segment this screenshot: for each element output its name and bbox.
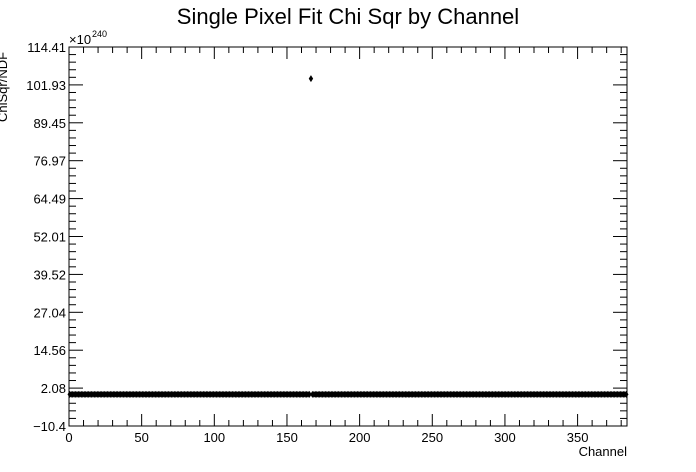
x-tick-label: 200 [349, 430, 371, 445]
x-tick-label: 250 [421, 430, 443, 445]
y-tick-label: 89.45 [33, 116, 66, 131]
y-tick-label: 27.04 [33, 305, 66, 320]
data-point-outlier [308, 75, 314, 83]
y-exponent-power: 240 [92, 29, 107, 39]
y-tick-label: −10.4 [33, 419, 66, 434]
x-tick-label: 300 [494, 430, 516, 445]
plot-frame [68, 46, 628, 427]
x-tick-label: 100 [203, 430, 225, 445]
y-axis-exponent: ×10 240 [69, 29, 107, 47]
x-axis-title: Channel [579, 444, 628, 459]
x-tick-label: 350 [567, 430, 589, 445]
chart-title: Single Pixel Fit Chi Sqr by Channel [177, 4, 519, 29]
axis-tick-labels: 0 50 100 150 200 250 300 350 −10.4 2.08 14.56 27.04… [26, 40, 588, 445]
y-tick-label: 64.49 [33, 192, 66, 207]
y-tick-label: 39.52 [33, 267, 66, 282]
y-tick-label: 101.93 [26, 78, 66, 93]
axis-ticks [68, 46, 627, 427]
x-tick-label: 150 [276, 430, 298, 445]
y-exponent-base: ×10 [69, 32, 91, 47]
y-tick-label: 2.08 [41, 381, 66, 396]
x-tick-label: 0 [65, 430, 72, 445]
y-tick-label: 114.41 [27, 40, 66, 55]
y-tick-label: 52.01 [33, 229, 66, 244]
y-axis-title: ChiSqr/NDF [0, 52, 10, 122]
data-points [67, 75, 629, 398]
data-point [307, 390, 312, 398]
x-tick-label: 50 [134, 430, 148, 445]
y-tick-label: 76.97 [33, 154, 66, 169]
y-tick-label: 14.56 [33, 343, 66, 358]
data-point [624, 390, 629, 398]
